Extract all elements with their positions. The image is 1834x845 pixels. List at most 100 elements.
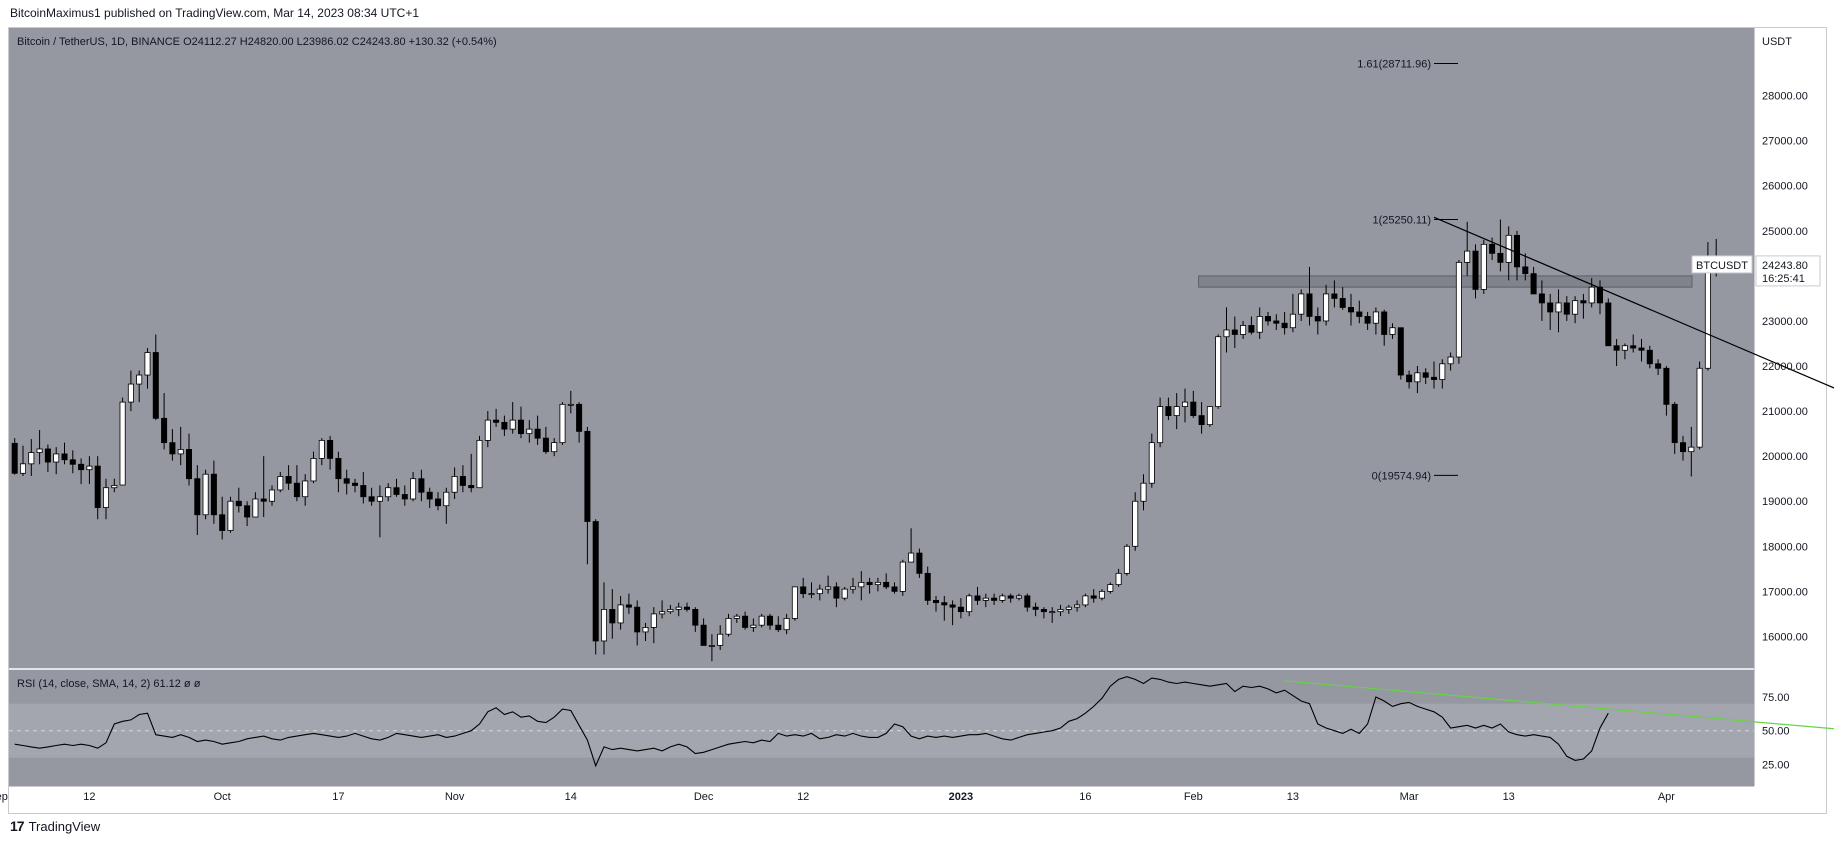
candle-down xyxy=(1671,403,1678,444)
candle-down xyxy=(883,581,890,588)
candle-up xyxy=(1107,584,1114,592)
candle-up xyxy=(227,500,234,531)
candle-up xyxy=(650,613,657,628)
candle-up xyxy=(1049,611,1056,614)
candle-down xyxy=(493,419,500,423)
candle-up xyxy=(850,586,857,590)
price-tick-label: 22000.00 xyxy=(1762,361,1808,373)
candle-up xyxy=(103,487,110,508)
candle-up xyxy=(144,352,151,376)
candle-down xyxy=(775,624,782,631)
candle-up xyxy=(617,604,624,624)
price-tick-label: 26000.00 xyxy=(1762,181,1808,193)
candle-up xyxy=(268,489,275,502)
candle-up xyxy=(758,615,765,626)
candle-down xyxy=(152,352,159,419)
time-tick-label: Oct xyxy=(214,791,231,803)
candle-down xyxy=(518,419,525,435)
candle-down xyxy=(1605,302,1612,347)
candle-up xyxy=(385,487,392,498)
candle-up xyxy=(443,491,450,507)
candle-down xyxy=(219,514,226,531)
candle-down xyxy=(393,487,400,495)
candle-up xyxy=(28,452,35,465)
candle-up xyxy=(1099,590,1106,599)
time-tick-label: 17 xyxy=(332,791,344,803)
candle-up xyxy=(783,618,790,631)
candle-down xyxy=(1231,329,1238,335)
candle-up xyxy=(725,618,732,635)
candle-up xyxy=(1588,286,1595,304)
candle-up xyxy=(318,439,325,459)
rsi-label: RSI (14, close, SMA, 14, 2) 61.12 ø ø xyxy=(17,678,201,690)
candle-down xyxy=(1547,302,1554,313)
candle-up xyxy=(1323,293,1330,322)
candle-down xyxy=(69,459,76,465)
candle-down xyxy=(351,482,358,486)
candle-down xyxy=(891,586,898,592)
candle-down xyxy=(1538,293,1545,304)
last-price-value: 24243.80 xyxy=(1762,260,1808,272)
candle-up xyxy=(791,586,798,619)
candle-down xyxy=(924,572,931,601)
candle-down xyxy=(974,595,981,601)
candle-down xyxy=(1032,606,1039,610)
candle-down xyxy=(61,453,68,461)
candle-down xyxy=(1472,250,1479,290)
candle-down xyxy=(327,439,334,459)
candle-down xyxy=(360,485,367,498)
time-tick-label: Mar xyxy=(1400,791,1419,803)
time-tick-label: 16 xyxy=(1079,791,1091,803)
candle-up xyxy=(808,593,815,596)
candle-up xyxy=(1173,406,1180,417)
high-label: H xyxy=(240,36,248,48)
candle-down xyxy=(933,599,940,604)
publisher-header: BitcoinMaximus1 published on TradingView… xyxy=(10,6,420,20)
candle-up xyxy=(816,588,823,595)
candle-down xyxy=(1431,376,1438,380)
candle-down xyxy=(293,482,300,498)
candle-up xyxy=(376,496,383,502)
time-tick-label: 2023 xyxy=(949,791,973,803)
high-value: 24820.00 xyxy=(248,36,297,48)
candle-down xyxy=(1630,345,1637,349)
candle-down xyxy=(833,586,840,599)
candle-down xyxy=(1522,266,1529,275)
candle-down xyxy=(161,417,168,444)
price-tick-label: 20000.00 xyxy=(1762,451,1808,463)
candle-up xyxy=(410,478,417,500)
candle-down xyxy=(991,597,998,601)
fib-level-label: 0(19574.94) xyxy=(1372,470,1431,482)
candle-up xyxy=(111,485,118,489)
descending-trendline xyxy=(1433,216,1834,389)
candle-down xyxy=(542,437,549,453)
candle-up xyxy=(1223,329,1230,338)
candle-down xyxy=(1007,595,1014,599)
candle-up xyxy=(1621,345,1628,351)
tradingview-footer[interactable]: 17 TradingView xyxy=(10,818,100,834)
candle-up xyxy=(1115,572,1122,586)
candle-down xyxy=(609,609,616,624)
candle-down xyxy=(459,476,466,486)
time-tick-label: Sep xyxy=(0,791,8,803)
candle-down xyxy=(94,465,101,508)
time-tick-label: 13 xyxy=(1503,791,1515,803)
candle-down xyxy=(1040,609,1047,613)
resistance-zone xyxy=(1198,275,1693,288)
candle-down xyxy=(1497,252,1504,263)
candle-down xyxy=(584,430,591,522)
candle-up xyxy=(708,645,715,647)
candle-down xyxy=(343,478,350,484)
candle-up xyxy=(1455,261,1462,358)
candle-up xyxy=(19,463,26,474)
candle-up xyxy=(476,439,483,489)
candle-down xyxy=(1563,302,1570,315)
candle-down xyxy=(534,428,541,439)
candle-up xyxy=(999,595,1006,601)
last-price-box xyxy=(1755,255,1821,287)
candle-up xyxy=(53,453,60,463)
chart-frame xyxy=(8,27,1827,814)
candle-up xyxy=(1447,356,1454,365)
candle-down xyxy=(1613,345,1620,351)
